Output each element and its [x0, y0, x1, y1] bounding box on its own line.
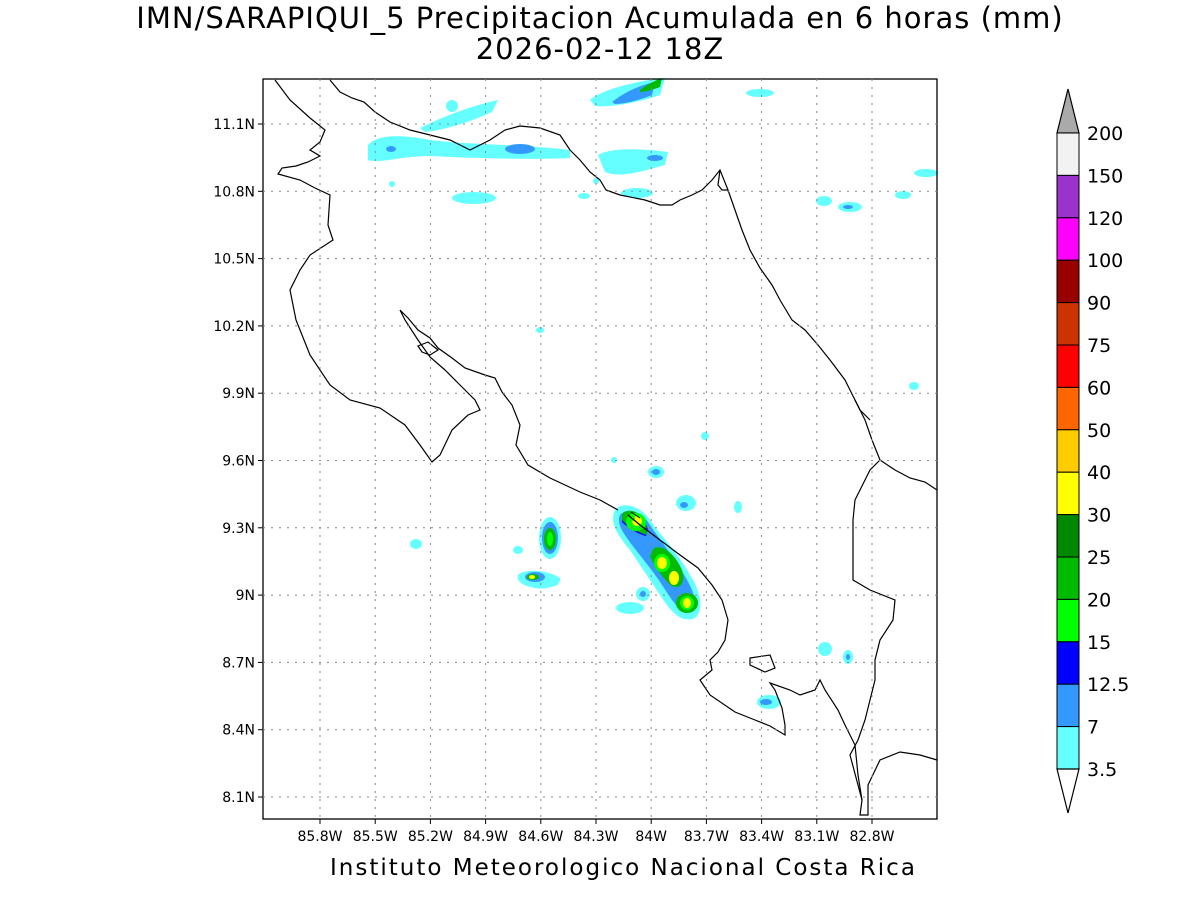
colorbar-swatch	[1056, 302, 1080, 346]
lat-label: 10.8N	[213, 184, 255, 200]
colorbar-label: 30	[1087, 505, 1111, 527]
colorbar-label: 100	[1087, 250, 1123, 272]
lon-label: 83.4W	[739, 829, 784, 845]
colorbar-swatch	[1056, 259, 1080, 304]
colorbar-swatch	[1056, 174, 1080, 219]
lat-label: 9.6N	[222, 454, 255, 470]
colorbar-label: 200	[1087, 123, 1123, 145]
colorbar-label: 25	[1087, 547, 1111, 569]
colorbar-swatch	[1056, 429, 1080, 473]
colorbar-label: 120	[1087, 208, 1123, 230]
lat-label: 11.1N	[213, 117, 255, 133]
colorbar-bottom-arrow	[1056, 768, 1080, 814]
lat-label: 10.5N	[213, 252, 255, 268]
colorbar-label: 50	[1087, 420, 1111, 442]
colorbar-label: 150	[1087, 165, 1123, 187]
lon-label: 82.8W	[849, 829, 894, 845]
colorbar-swatch	[1056, 598, 1080, 643]
lat-label: 9.3N	[222, 521, 255, 537]
colorbar-swatch	[1056, 386, 1080, 431]
lon-label: 84W	[635, 829, 667, 845]
footer-credit: Instituto Meteorologico Nacional Costa R…	[330, 855, 917, 881]
lon-label: 84.9W	[463, 829, 508, 845]
colorbar-label: 15	[1087, 632, 1111, 654]
precipitation-field	[368, 78, 938, 709]
lat-label: 8.1N	[222, 790, 255, 806]
precip-area-central	[410, 327, 919, 709]
colorbar-label: 75	[1087, 335, 1111, 357]
lon-label: 85.2W	[408, 829, 453, 845]
colorbar-label: 12.5	[1087, 674, 1129, 696]
colorbar-swatch	[1056, 726, 1080, 770]
colorbar-label: 60	[1087, 377, 1111, 399]
lat-label: 10.2N	[213, 319, 255, 335]
lon-label: 84.6W	[518, 829, 563, 845]
map-grid	[263, 79, 937, 819]
colorbar-swatch	[1056, 132, 1080, 176]
colorbar-swatch	[1056, 514, 1080, 558]
precip-area-north	[368, 78, 938, 212]
colorbar-swatch	[1056, 556, 1080, 600]
colorbar-label: 3.5	[1087, 759, 1117, 781]
lat-label: 8.4N	[222, 723, 255, 739]
lat-label: 8.7N	[222, 655, 255, 671]
colorbar-label: 20	[1087, 589, 1111, 611]
lon-label: 84.3W	[573, 829, 618, 845]
lon-label: 85.8W	[297, 829, 342, 845]
colorbar-swatch	[1056, 471, 1080, 516]
lat-label: 9N	[236, 588, 255, 604]
lon-label: 83.1W	[794, 829, 839, 845]
colorbar-swatch	[1056, 344, 1080, 388]
map-datetime: 2026-02-12 18Z	[475, 32, 725, 66]
colorbar-label: 90	[1087, 293, 1111, 315]
coastlines	[274, 79, 938, 816]
colorbar-swatch	[1056, 683, 1080, 728]
map-title: IMN/SARAPIQUI_5 Precipitacion Acumulada …	[136, 1, 1064, 35]
lon-label: 83.7W	[684, 829, 729, 845]
lon-label: 85.5W	[353, 829, 398, 845]
colorbar-label: 40	[1087, 462, 1111, 484]
map-axes: 11.1N 10.8N 10.5N 10.2N 9.9N 9.6N 9.3N 9N 8.7N 8.…	[213, 117, 894, 845]
lat-label: 9.9N	[222, 386, 255, 402]
colorbar-top-arrow	[1056, 88, 1080, 134]
colorbar-label: 7	[1087, 717, 1099, 739]
precip-cells-west	[517, 517, 561, 589]
colorbar-swatch	[1056, 217, 1080, 261]
map-frame	[262, 78, 938, 820]
colorbar: 200 150 120 100 90 75 60 50 40 30 25 20 15 12.5 7 3.5	[1056, 88, 1129, 814]
colorbar-swatch	[1056, 641, 1080, 685]
precip-band-pacific	[613, 505, 701, 620]
